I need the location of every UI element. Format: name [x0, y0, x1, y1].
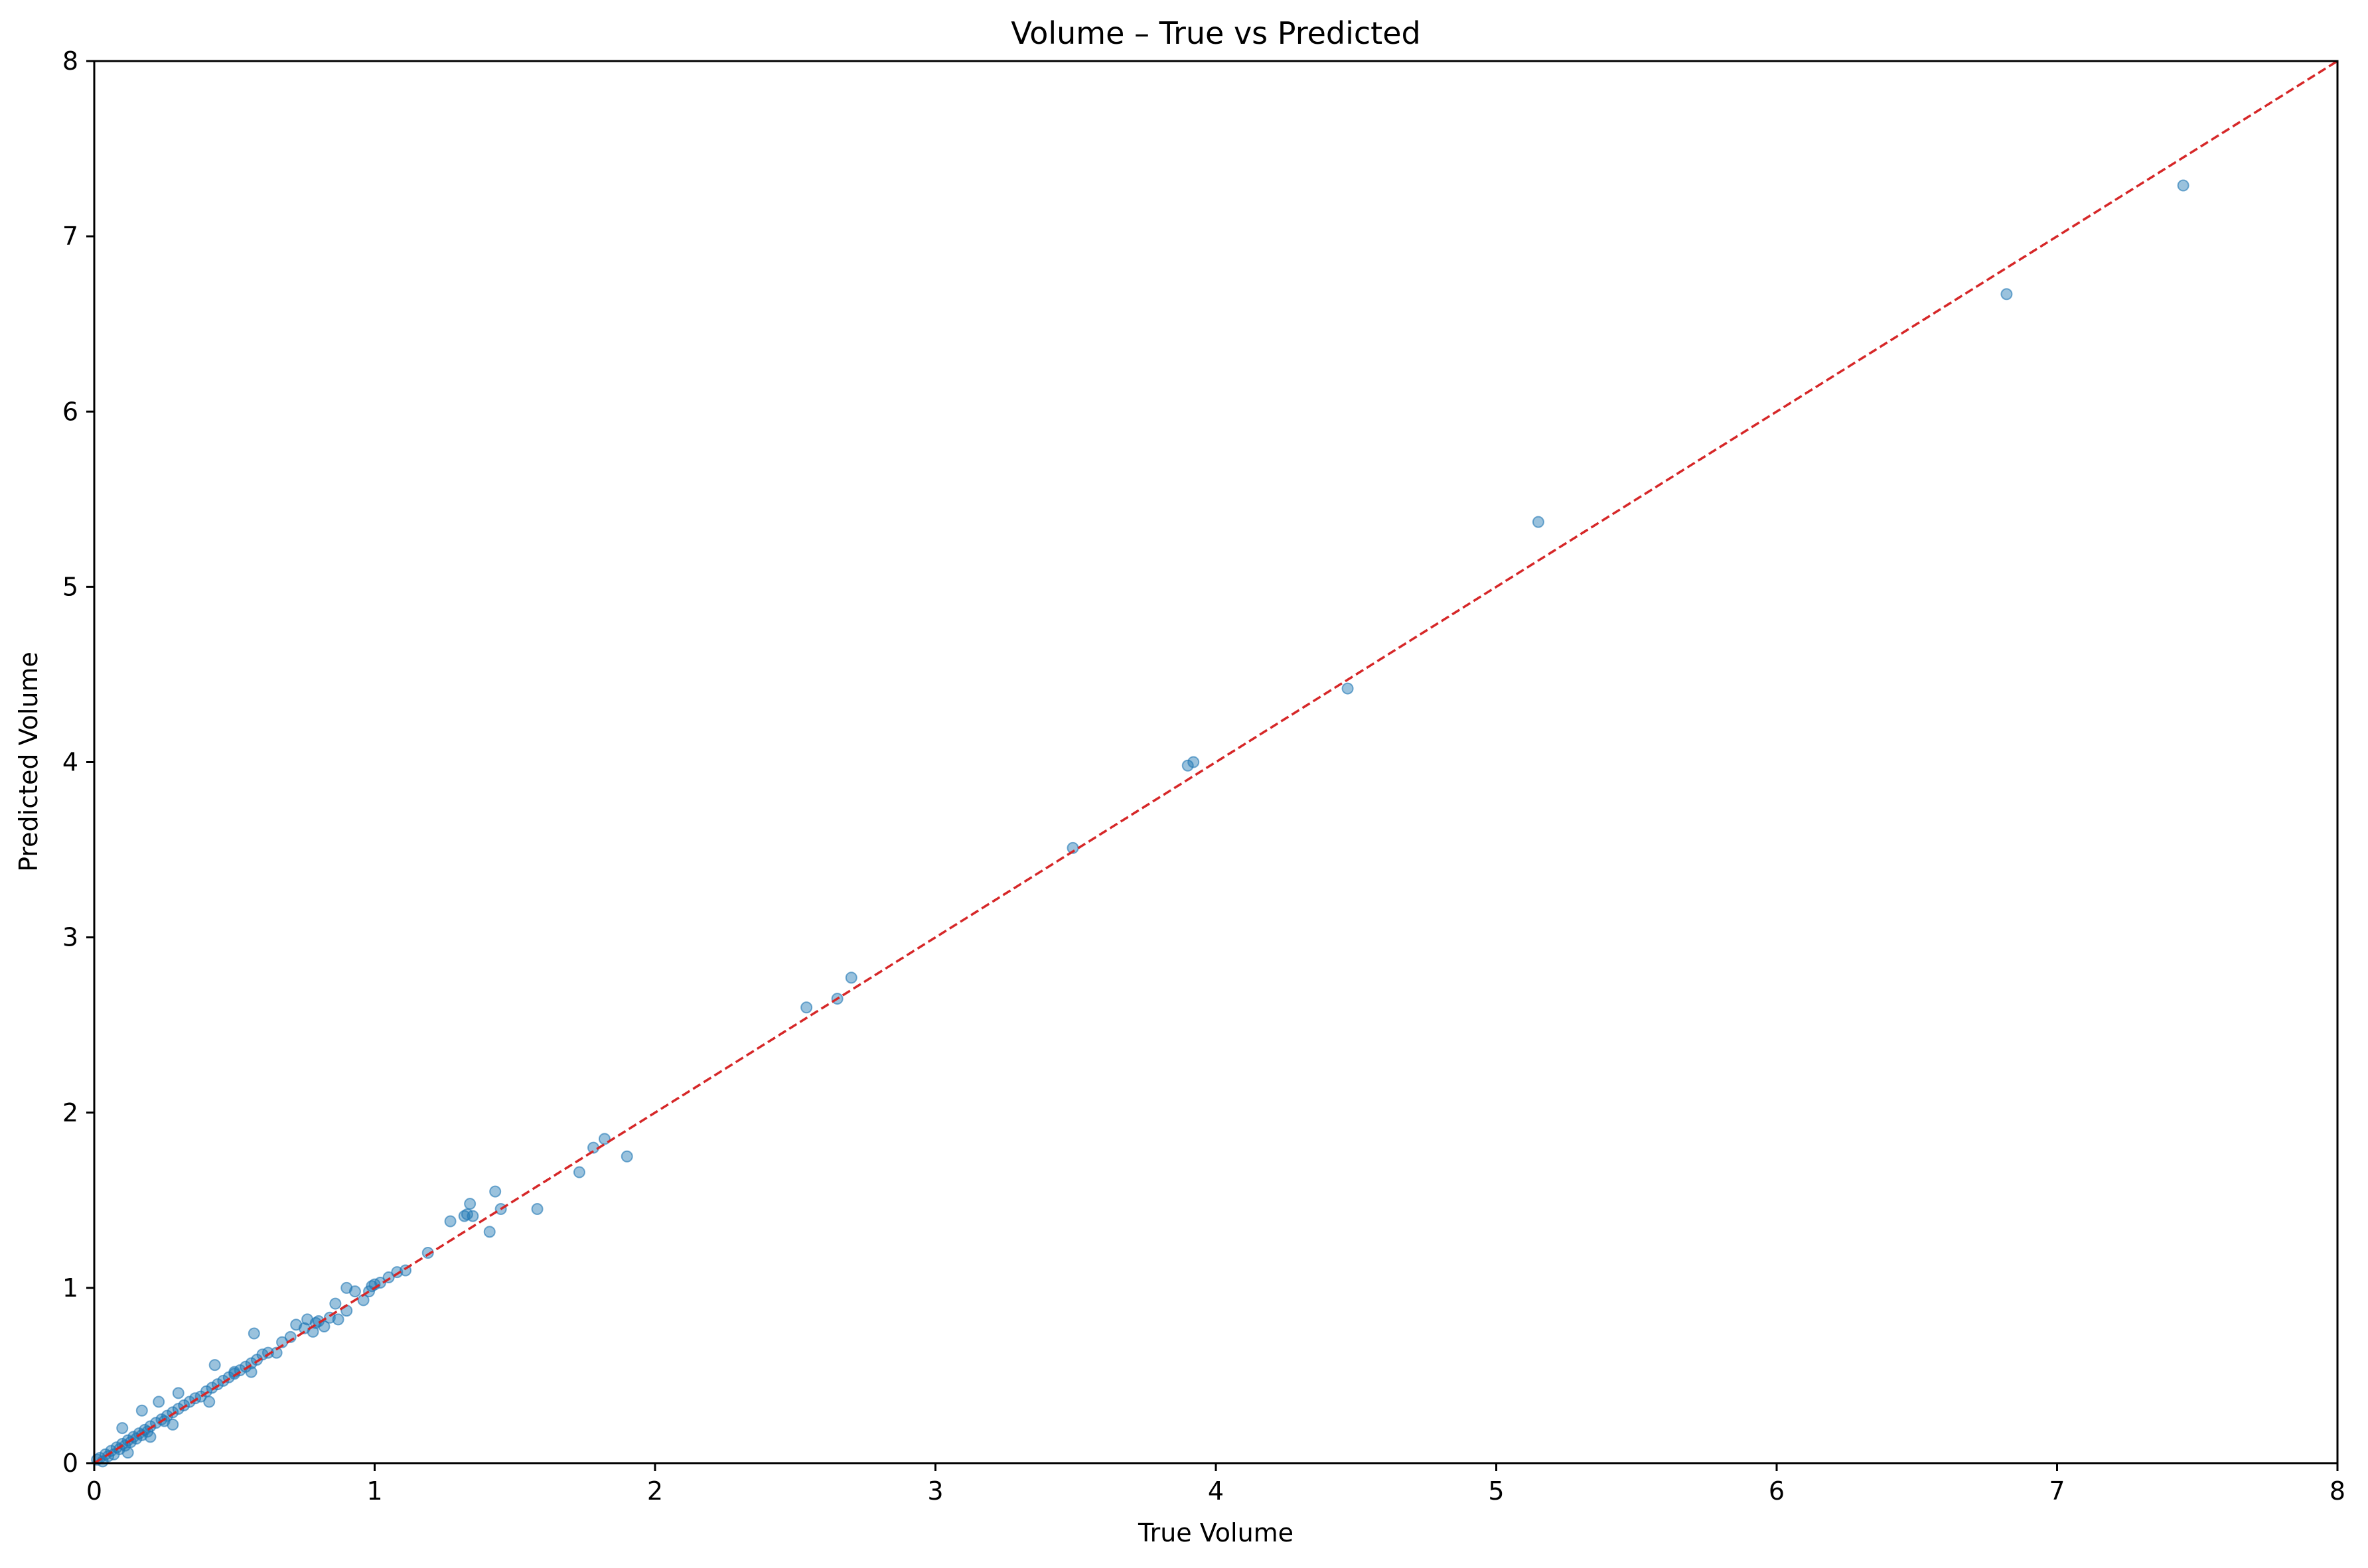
x-tick-label: 4: [1208, 1476, 1224, 1506]
x-tick-label: 3: [927, 1476, 943, 1506]
data-point: [203, 1395, 216, 1408]
y-tick-label: 6: [62, 397, 78, 426]
data-point: [421, 1247, 434, 1259]
data-point: [464, 1198, 477, 1210]
data-point: [144, 1431, 157, 1443]
x-tick-label: 8: [2330, 1476, 2345, 1506]
data-point: [245, 1366, 258, 1378]
data-point: [1341, 682, 1354, 695]
data-point: [2177, 179, 2189, 192]
data-point: [531, 1203, 544, 1216]
x-tick-label: 0: [86, 1476, 102, 1506]
data-point: [444, 1215, 457, 1228]
data-point: [845, 971, 857, 984]
y-tick-label: 0: [62, 1449, 78, 1478]
data-point: [800, 1001, 813, 1014]
y-tick-label: 3: [62, 923, 78, 952]
data-point: [332, 1313, 344, 1326]
data-point: [467, 1210, 479, 1222]
chart-title: Volume – True vs Predicted: [1011, 15, 1420, 51]
y-axis-label: Predicted Volume: [14, 652, 43, 872]
x-tick-label: 5: [1488, 1476, 1504, 1506]
x-tick-label: 1: [366, 1476, 382, 1506]
y-tick-label: 1: [62, 1273, 78, 1303]
data-point: [573, 1166, 585, 1178]
data-point: [153, 1395, 165, 1408]
data-point: [348, 1285, 361, 1298]
data-point: [135, 1404, 148, 1417]
data-point: [1532, 516, 1544, 528]
x-tick-label: 2: [647, 1476, 663, 1506]
data-point: [483, 1226, 496, 1238]
y-tick-label: 8: [62, 46, 78, 76]
x-axis-label: True Volume: [1138, 1518, 1294, 1547]
y-tick-label: 4: [62, 748, 78, 777]
x-axis-ticks: 0 1 2 3 4 5 6 7 8: [86, 1463, 2345, 1506]
y-tick-label: 7: [62, 222, 78, 251]
data-point: [1187, 756, 1200, 768]
data-point: [2000, 288, 2013, 301]
x-tick-label: 7: [2049, 1476, 2065, 1506]
data-point: [116, 1422, 129, 1435]
data-point: [121, 1447, 134, 1459]
y-tick-label: 5: [62, 572, 78, 601]
y-axis-ticks: 0 1 2 3 4 5 6 7 8: [62, 46, 94, 1478]
y-tick-label: 2: [62, 1098, 78, 1127]
data-point: [172, 1387, 185, 1399]
data-point: [329, 1297, 342, 1310]
data-point: [248, 1327, 260, 1340]
data-point: [489, 1185, 502, 1198]
data-point: [621, 1150, 633, 1163]
data-point: [318, 1320, 331, 1332]
data-point: [167, 1418, 179, 1431]
x-tick-label: 6: [1769, 1476, 1785, 1506]
data-point: [208, 1359, 221, 1372]
